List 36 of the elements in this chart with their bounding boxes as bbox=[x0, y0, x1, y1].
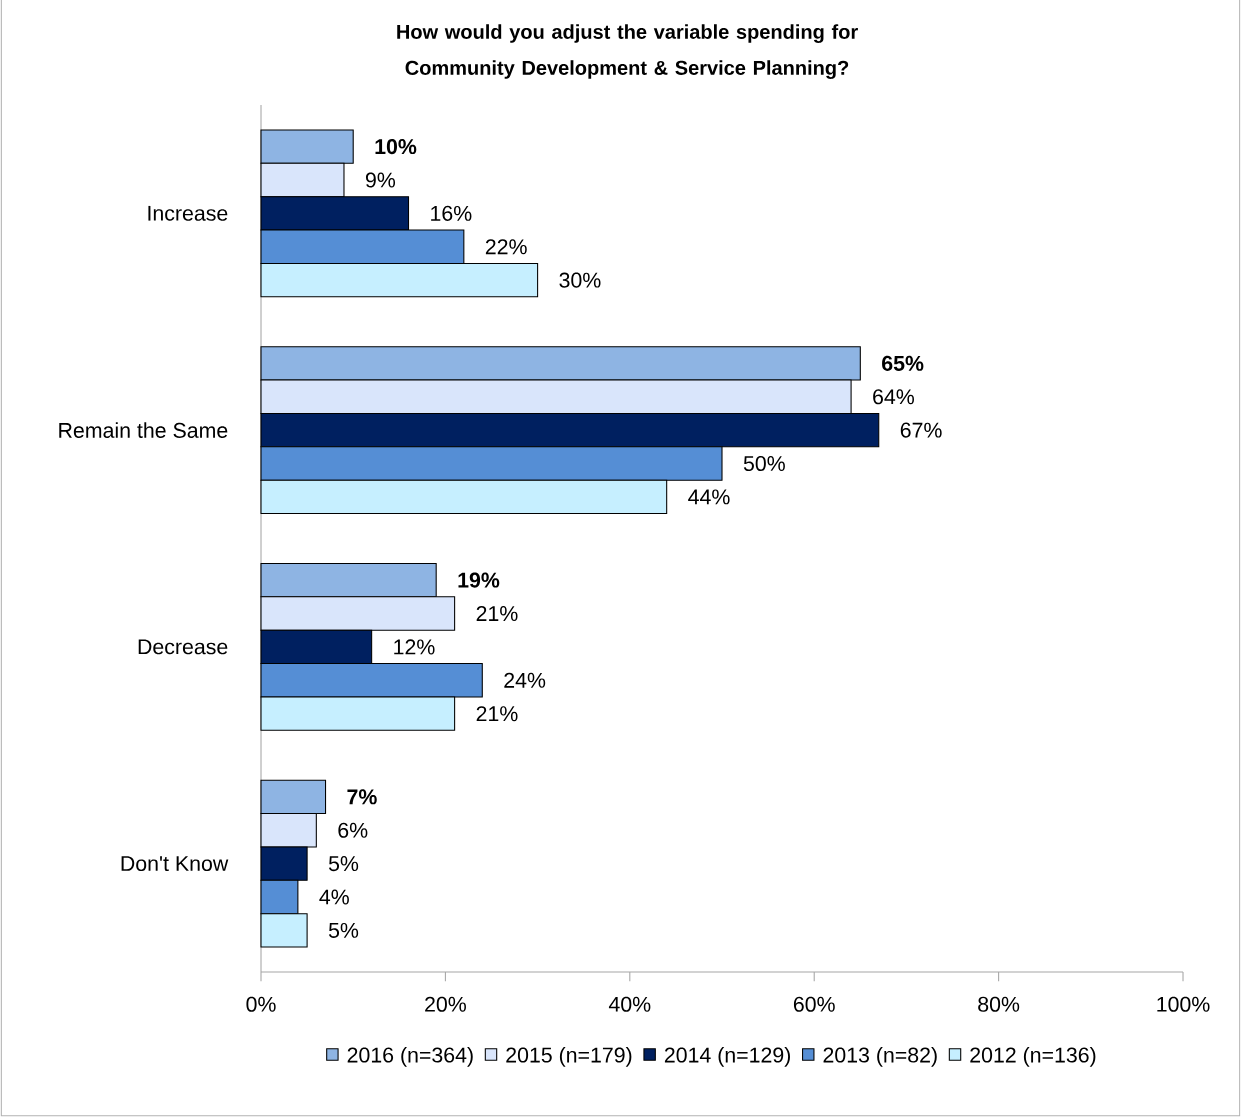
legend-label: 2016 (n=364) bbox=[347, 1046, 473, 1067]
data-label: 50% bbox=[743, 455, 785, 472]
x-tick-label: 40% bbox=[608, 996, 651, 1012]
legend-label: 2015 (n=179) bbox=[506, 1046, 632, 1067]
data-label: 5% bbox=[328, 922, 359, 938]
data-label: 21% bbox=[476, 605, 518, 622]
data-label: 24% bbox=[504, 672, 546, 688]
data-label: 19% bbox=[458, 572, 500, 588]
x-tick-label: 20% bbox=[425, 996, 466, 1012]
data-label: 64% bbox=[873, 389, 914, 405]
data-label: 30% bbox=[559, 272, 601, 288]
x-tick-label: 0% bbox=[246, 996, 276, 1012]
legend-label: 2013 (n=82) bbox=[823, 1046, 937, 1067]
legend-label: 2014 (n=129) bbox=[664, 1046, 790, 1067]
data-label: 9% bbox=[365, 172, 396, 188]
data-label: 44% bbox=[688, 489, 730, 505]
data-label: 21% bbox=[476, 706, 518, 722]
x-tick-label: 80% bbox=[978, 996, 1020, 1012]
chart-title: How would you adjust the variable spending for Community Development & Service Planning? bbox=[397, 24, 858, 79]
data-label: 65% bbox=[882, 355, 924, 371]
data-label: 22% bbox=[485, 239, 527, 255]
x-tick-label: 60% bbox=[793, 996, 835, 1012]
data-label: 6% bbox=[338, 822, 368, 838]
data-label: 7% bbox=[347, 789, 377, 805]
data-label: 67% bbox=[900, 422, 942, 438]
data-label: 4% bbox=[319, 889, 349, 905]
y-tick-label: Don't Know bbox=[121, 856, 229, 872]
y-tick-label: Decrease bbox=[138, 639, 228, 655]
legend-label: 2012 (n=136) bbox=[970, 1046, 1096, 1067]
data-label: 10% bbox=[375, 139, 417, 155]
data-label: 16% bbox=[431, 205, 472, 221]
data-label: 5% bbox=[328, 856, 359, 872]
x-tick-label: 100% bbox=[1157, 996, 1210, 1012]
y-tick-label: Remain the Same bbox=[59, 422, 228, 438]
data-label: 12% bbox=[394, 639, 435, 655]
y-tick-label: Increase bbox=[148, 205, 228, 221]
